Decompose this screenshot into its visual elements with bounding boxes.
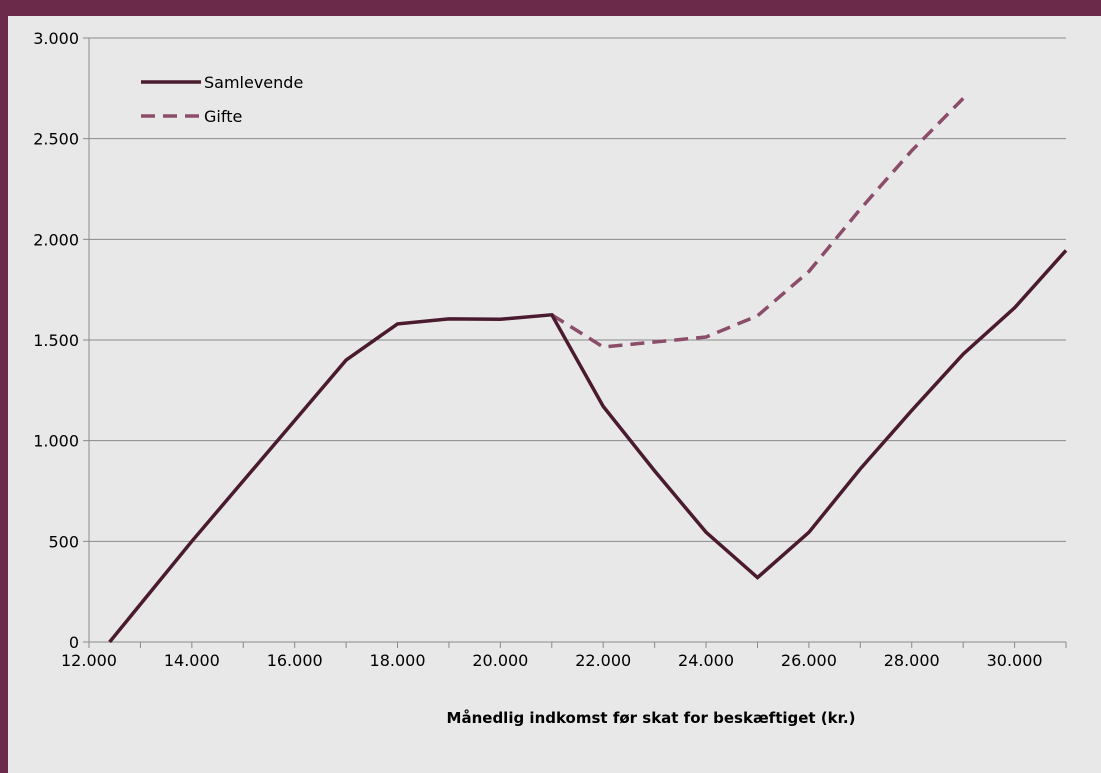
x-axis-title: Månedlig indkomst før skat for beskæftig… [447, 709, 856, 727]
y-tick-label: 2.000 [33, 230, 79, 249]
y-tick-label: 0 [69, 633, 79, 652]
x-tick-label: 30.000 [987, 651, 1043, 670]
series-line-samlevende [108, 249, 1068, 644]
y-tick-label: 2.500 [33, 130, 79, 149]
x-tick-label: 20.000 [472, 651, 528, 670]
series-lines [108, 97, 1068, 644]
series-line-gifte [550, 97, 965, 349]
y-tick-label: 500 [48, 532, 79, 551]
x-tick-label: 18.000 [370, 651, 426, 670]
x-tick-label: 28.000 [884, 651, 940, 670]
y-tick-label: 1.500 [33, 331, 79, 350]
gridlines [89, 37, 1066, 542]
y-tick-label: 3.000 [33, 29, 79, 48]
x-tick-label: 12.000 [61, 651, 117, 670]
y-tick-label: 1.000 [33, 432, 79, 451]
legend: Samlevende Gifte [141, 73, 303, 126]
axes: 0 500 1.000 1.500 2.000 2.500 3.000 12.000 14.00… [33, 29, 1067, 670]
x-tick-label: 14.000 [164, 651, 220, 670]
legend-label-gifte: Gifte [204, 107, 242, 126]
legend-label-samlevende: Samlevende [204, 73, 303, 92]
x-tick-label: 22.000 [575, 651, 631, 670]
x-tick-label: 26.000 [781, 651, 837, 670]
chart-panel: 0 500 1.000 1.500 2.000 2.500 3.000 12.000 14.00… [8, 16, 1101, 773]
line-chart: 0 500 1.000 1.500 2.000 2.500 3.000 12.000 14.00… [33, 29, 1068, 727]
x-tick-label: 16.000 [267, 651, 323, 670]
x-tick-label: 24.000 [678, 651, 734, 670]
